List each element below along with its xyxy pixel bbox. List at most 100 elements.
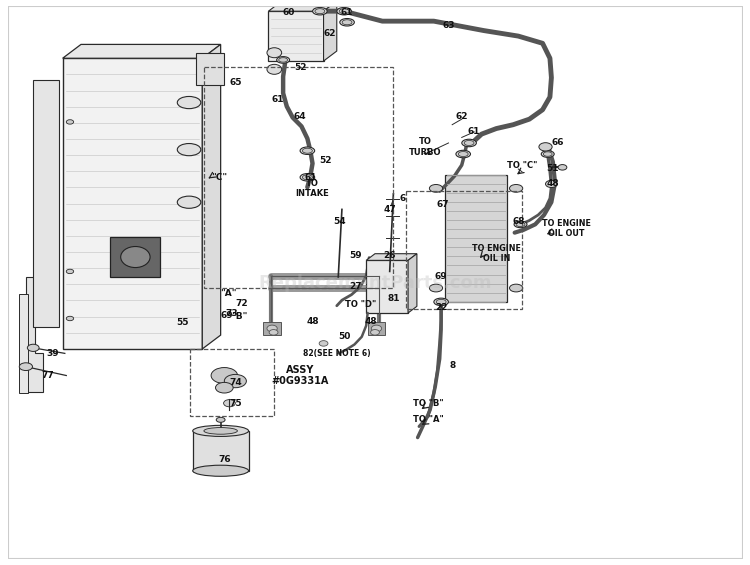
Ellipse shape [177,97,201,108]
Polygon shape [26,277,43,392]
Ellipse shape [458,151,468,157]
Ellipse shape [66,120,74,124]
Text: 61: 61 [272,95,284,105]
Polygon shape [19,294,28,393]
Text: TO
TURBO: TO TURBO [409,137,441,157]
Ellipse shape [267,47,282,58]
Bar [190,349,274,416]
Ellipse shape [211,368,238,384]
Text: 39: 39 [46,349,59,358]
Ellipse shape [302,175,312,180]
Text: 55: 55 [176,318,189,327]
Ellipse shape [313,7,327,15]
Text: TO ENGINE
OIL IN: TO ENGINE OIL IN [472,244,520,263]
Ellipse shape [371,325,382,332]
Text: 48: 48 [365,317,378,326]
Ellipse shape [193,425,248,436]
Text: 76: 76 [218,455,231,464]
Text: 54: 54 [334,217,346,226]
Ellipse shape [320,341,328,346]
Polygon shape [368,323,386,335]
Polygon shape [202,45,220,349]
Text: 74: 74 [229,377,242,386]
Text: TO "B": TO "B" [413,399,443,408]
Text: 82(SEE NOTE 6): 82(SEE NOTE 6) [303,349,370,358]
Ellipse shape [539,143,552,151]
Ellipse shape [430,185,442,192]
Polygon shape [445,175,507,302]
Ellipse shape [545,180,557,188]
Text: 73: 73 [225,309,238,318]
Polygon shape [62,45,220,58]
Text: 64: 64 [294,112,306,121]
Ellipse shape [456,150,470,158]
Ellipse shape [121,246,150,268]
Ellipse shape [66,269,74,273]
Text: TO ENGINE
OIL OUT: TO ENGINE OIL OUT [542,219,590,238]
Text: 72: 72 [235,299,248,308]
Ellipse shape [509,185,523,192]
Ellipse shape [302,148,312,153]
Ellipse shape [224,375,246,388]
Text: 50: 50 [338,332,350,341]
Ellipse shape [267,325,278,332]
Text: 26: 26 [383,251,396,260]
Ellipse shape [339,8,349,14]
Ellipse shape [436,299,446,305]
Ellipse shape [224,399,236,407]
Text: 6: 6 [399,194,405,203]
Ellipse shape [558,164,567,170]
Bar [205,67,393,288]
Text: ReplacementParts.com: ReplacementParts.com [258,273,492,292]
Ellipse shape [66,316,74,321]
Polygon shape [268,1,337,11]
Polygon shape [196,53,224,85]
Polygon shape [33,80,59,327]
Polygon shape [263,323,281,335]
Text: 69: 69 [220,311,232,320]
Polygon shape [268,11,323,61]
Text: 67: 67 [436,201,449,210]
Text: 59: 59 [350,251,362,260]
Text: 27: 27 [350,282,362,292]
Text: 52: 52 [320,156,332,165]
Text: 75: 75 [229,399,242,408]
Ellipse shape [277,56,290,63]
Ellipse shape [542,151,554,158]
Ellipse shape [300,147,315,154]
Text: 69: 69 [435,272,448,281]
Text: TO
INTAKE: TO INTAKE [296,179,329,198]
Text: 81: 81 [387,293,400,302]
Bar [406,191,522,309]
Polygon shape [323,1,337,61]
Ellipse shape [177,196,201,208]
Ellipse shape [204,428,238,434]
Text: TO "C": TO "C" [507,160,537,170]
Ellipse shape [279,58,287,62]
Text: ASSY
#0G9331A: ASSY #0G9331A [272,365,328,386]
Text: 48: 48 [547,180,560,189]
Ellipse shape [27,344,39,351]
Ellipse shape [177,144,201,156]
Text: "B": "B" [231,312,248,321]
Polygon shape [110,237,160,277]
Ellipse shape [315,8,325,14]
Ellipse shape [269,329,278,335]
Polygon shape [366,254,417,260]
Text: TO "A": TO "A" [413,415,443,424]
Text: 8: 8 [449,361,455,370]
Text: 47: 47 [383,205,396,214]
Text: 62: 62 [323,29,336,38]
Ellipse shape [464,141,474,145]
Ellipse shape [215,383,233,393]
Ellipse shape [516,222,525,227]
Text: 61: 61 [468,127,481,136]
Text: 22: 22 [435,303,448,312]
Text: 68: 68 [512,217,524,226]
Ellipse shape [193,465,248,476]
Text: "C": "C" [211,173,227,182]
Ellipse shape [20,363,32,371]
Ellipse shape [430,284,442,292]
Text: 61: 61 [304,173,316,182]
Ellipse shape [267,64,282,75]
